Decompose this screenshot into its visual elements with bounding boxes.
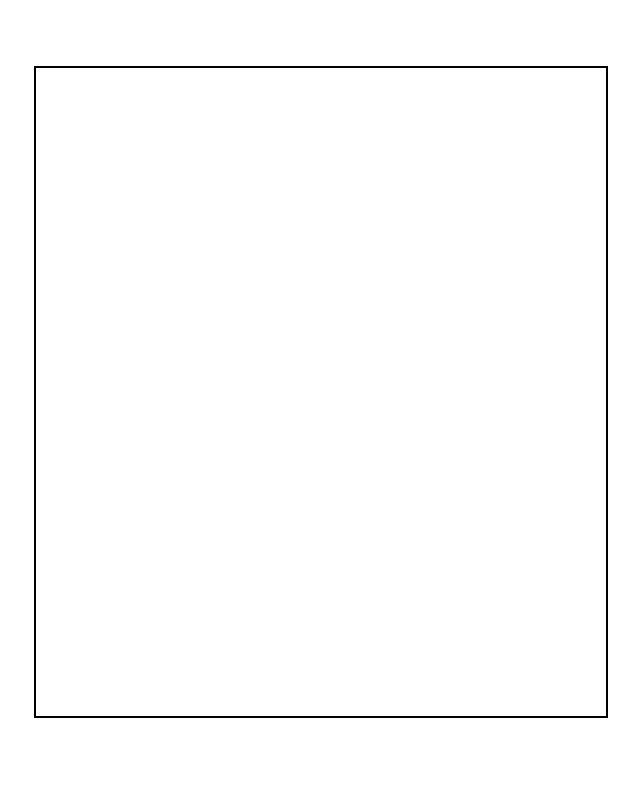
streamline-map-canvas <box>36 68 606 716</box>
